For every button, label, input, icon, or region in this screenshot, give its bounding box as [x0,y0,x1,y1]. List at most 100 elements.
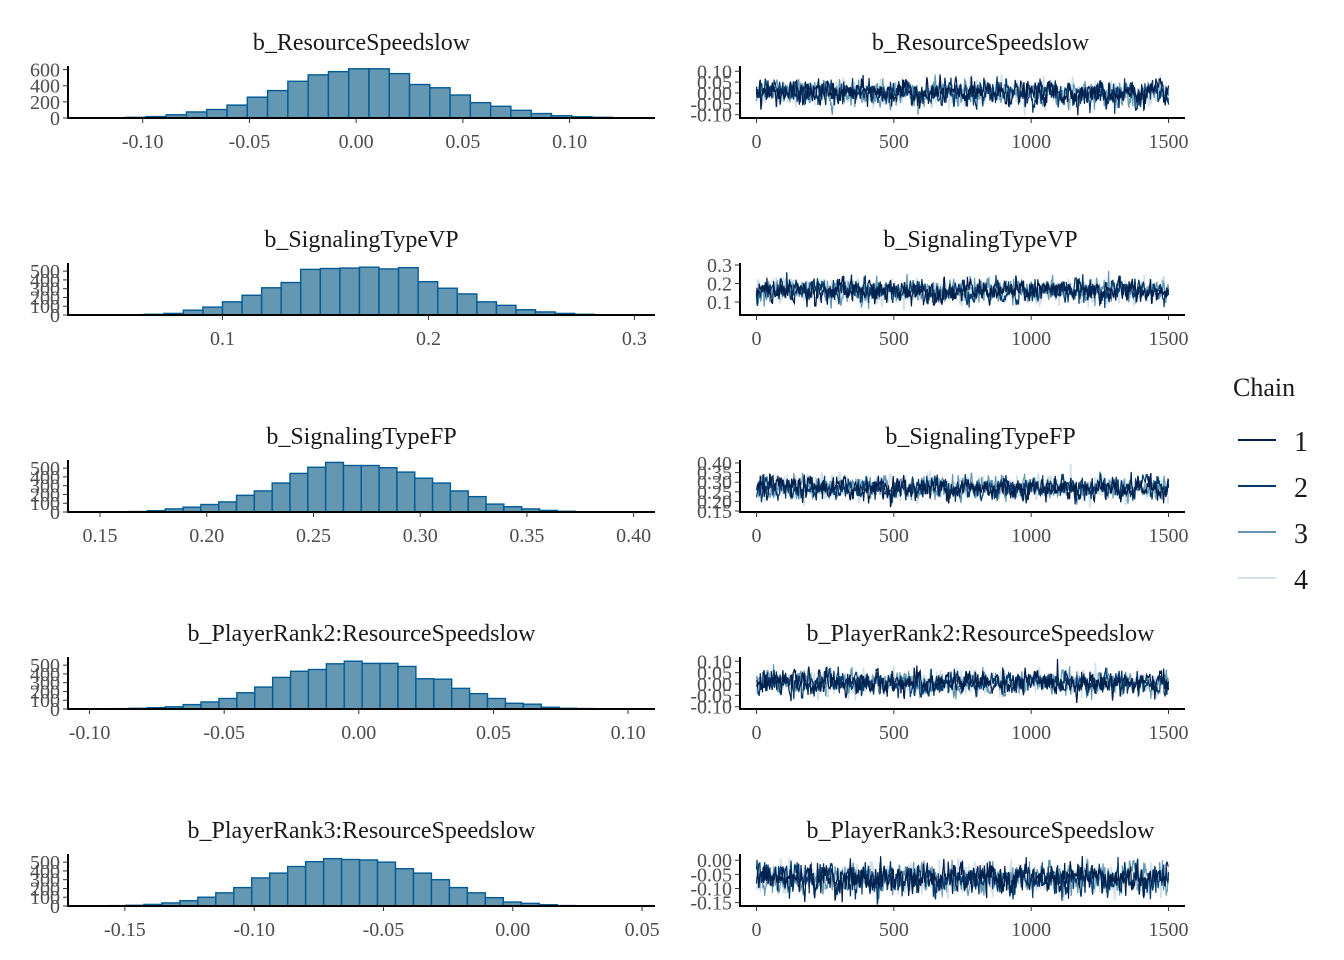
trace-line-chain-1 [755,471,1170,508]
histogram-bar [236,692,256,710]
histogram-bar [451,687,471,710]
x-tick-label: 0.05 [625,919,660,941]
histogram-bar [476,301,498,316]
y-tick-label: 100 [30,887,60,909]
x-tick-label: -0.05 [229,131,271,153]
trace-line-chain-1 [755,855,1169,903]
histogram-bar [412,872,433,907]
trace-panel-5: b_PlayerRank3:ResourceSpeedslow 0 500 1000 1… [690,818,1188,941]
y-tick-label: 200 [30,681,60,703]
y-tick-label: 0.05 [697,663,732,685]
histogram-bar [217,501,238,513]
x-tick-label: -0.15 [104,919,146,941]
y-tick-label: 400 [30,270,60,292]
histogram-bar [300,268,322,316]
histogram-bar [322,857,343,907]
histogram-bar [489,105,512,119]
y-tick-label: 0.00 [697,674,732,696]
histogram-panel-1: b_ResourceSpeedslow -0.10 -0.05 0.00 0.05 0.1… [30,30,655,153]
histogram-bar [233,886,253,907]
x-tick-label: 0.05 [445,131,480,153]
trace-line-chain-2 [755,76,1170,114]
histogram-bar [215,892,235,907]
histogram-bar [433,678,453,710]
y-tick-label: -0.10 [690,878,732,900]
x-tick-label: 1000 [1011,919,1051,941]
y-tick-label: 0.2 [707,274,732,296]
x-tick-label: 0 [751,525,761,547]
histogram-bar [415,678,435,710]
y-tick-label: 200 [30,484,60,506]
histogram-bar [437,287,458,316]
y-tick-label: 500 [30,261,60,283]
y-tick-label: 0.05 [697,72,732,94]
histogram-bar [495,304,517,316]
histogram-bar [397,266,419,316]
panel-title: b_PlayerRank3:ResourceSpeedslow [188,818,537,844]
histogram-bar [324,461,345,513]
y-tick-label: 0.20 [697,491,732,513]
histogram-bar [486,697,507,710]
y-tick-label: 0.15 [697,501,732,523]
trace-panel-1: b_ResourceSpeedslow 0 500 1000 1500 -0.10-0.0… [690,30,1188,153]
y-tick-label: 400 [30,664,60,686]
histogram-bar [379,662,399,710]
x-tick-label: 500 [879,525,909,547]
histogram-bar [260,287,282,316]
y-tick-label: 400 [30,467,60,489]
trace-line-chain-1 [755,74,1170,116]
x-tick-label: 0 [751,722,761,744]
x-tick-label: 1500 [1149,328,1189,350]
y-tick-label: 0.25 [697,482,732,504]
histogram-bar [339,267,361,316]
histogram-bar [340,858,361,907]
histogram-bar [200,701,220,710]
histogram-bar [342,464,362,513]
histogram-bar [307,466,327,513]
x-tick-label: 0.3 [622,328,647,350]
y-tick-label: 0.3 [707,255,732,277]
x-tick-label: 0.10 [552,131,587,153]
x-tick-label: 500 [879,131,909,153]
y-tick-label: 0.10 [697,61,732,83]
y-tick-label: 300 [30,870,60,892]
x-tick-label: 0.25 [296,525,331,547]
trace-panel-2: b_SignalingTypeVP 0 500 1000 1500 0.10.20.3 [707,227,1189,350]
histogram-bar [429,87,451,119]
panel-title: b_SignalingTypeFP [885,424,1075,450]
histogram-bar [287,80,309,119]
y-tick-label: 0 [50,699,60,721]
trace-line-chain-2 [755,272,1170,309]
histogram-bar [376,861,397,907]
panel-title: b_PlayerRank2:ResourceSpeedslow [807,621,1156,647]
histogram-bar [266,89,289,119]
x-tick-label: 1000 [1011,328,1051,350]
x-tick-label: -0.05 [363,919,405,941]
histogram-bar [246,96,269,119]
x-tick-label: 500 [879,919,909,941]
y-tick-label: 0 [50,502,60,524]
x-tick-label: 0.05 [476,722,511,744]
x-tick-label: 1000 [1011,525,1051,547]
y-tick-label: 200 [30,878,60,900]
y-tick-label: 500 [30,458,60,480]
y-tick-label: 500 [30,655,60,677]
y-tick-label: 400 [30,76,60,98]
x-tick-label: 1500 [1149,919,1189,941]
histogram-bar [361,662,381,710]
histogram-bar [218,697,238,710]
y-tick-label: 0 [50,896,60,918]
histogram-bar [431,482,452,513]
histogram-bar [280,281,302,316]
y-tick-label: 200 [30,287,60,309]
histogram-bar [448,886,469,907]
x-tick-label: 500 [879,722,909,744]
histogram-bar [485,503,505,513]
y-tick-label: 0.40 [697,453,732,475]
panel-title: b_PlayerRank3:ResourceSpeedslow [807,818,1156,844]
panel-title: b_SignalingTypeVP [883,227,1077,253]
histogram-bar [251,877,271,907]
x-tick-label: -0.10 [69,722,111,744]
histogram-bar [347,68,370,119]
histogram-bar [378,268,400,316]
